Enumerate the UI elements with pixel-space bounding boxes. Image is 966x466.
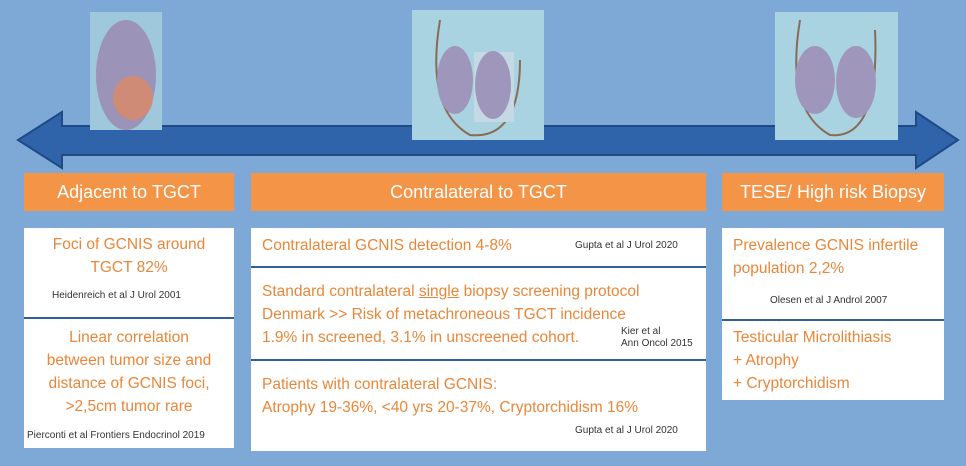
separator <box>251 266 706 268</box>
underlined-text: single <box>418 283 460 300</box>
separator <box>722 319 944 321</box>
finding: Standard contralateral single biopsy scr… <box>262 280 706 349</box>
citation: Kier et al Ann Oncol 2015 <box>621 326 693 350</box>
testis-image-left <box>90 12 162 130</box>
text-line: + Cryptorchidism <box>733 375 850 392</box>
citation: Olesen et al J Androl 2007 <box>770 295 888 306</box>
separator <box>251 359 706 361</box>
testis-image-middle <box>412 10 544 140</box>
text-line: between tumor size and <box>46 352 212 369</box>
text-line: Kier et al <box>621 326 661 337</box>
text-line: Denmark >> Risk of metachroneous TGCT in… <box>262 306 626 323</box>
citation: Heidenreich et al J Urol 2001 <box>52 290 181 301</box>
text-line: Standard contralateral single biopsy scr… <box>262 280 706 303</box>
column-header: TESE/ High risk Biopsy <box>722 173 944 211</box>
testis-image-right <box>775 12 898 140</box>
column-header: Contralateral to TGCT <box>251 173 706 211</box>
text-line: Contralateral GCNIS detection 4-8% <box>262 237 512 254</box>
text-line: Testicular Microlithiasis <box>733 329 892 346</box>
text-line: Linear correlation <box>69 329 189 346</box>
panel: Contralateral GCNIS detection 4-8% Gupta… <box>251 228 706 451</box>
text-line: Ann Oncol 2015 <box>621 338 693 349</box>
finding: Testicular Microlithiasis + Atrophy + Cr… <box>733 326 944 395</box>
text-line: Foci of GCNIS around <box>52 236 206 253</box>
panel: Foci of GCNIS around TGCT 82% Heidenreic… <box>24 228 234 448</box>
citation: Gupta et al J Urol 2020 <box>575 425 678 436</box>
text-line: population 2,2% <box>733 260 845 277</box>
finding: Patients with contralateral GCNIS: Atrop… <box>262 373 706 419</box>
text-line: Atrophy 19-36%, <40 yrs 20-37%, Cryptorc… <box>262 399 639 416</box>
finding: Linear correlation between tumor size an… <box>24 326 234 418</box>
text-line: Patients with contralateral GCNIS: <box>262 376 498 393</box>
separator <box>24 317 234 319</box>
column-header: Adjacent to TGCT <box>24 173 234 211</box>
citation: Pierconti et al Frontiers Endocrinol 201… <box>27 430 205 441</box>
text-line: Prevalence GCNIS infertile <box>733 237 919 254</box>
citation: Gupta et al J Urol 2020 <box>575 240 678 251</box>
panel: Prevalence GCNIS infertile population 2,… <box>722 228 944 400</box>
finding: Prevalence GCNIS infertile population 2,… <box>733 234 944 280</box>
text: biopsy screening protocol <box>459 283 640 300</box>
text-line: distance of GCNIS foci, <box>48 375 210 392</box>
text-line: 1.9% in screened, 3.1% in unscreened coh… <box>262 329 580 346</box>
finding: Foci of GCNIS around TGCT 82% <box>24 233 234 279</box>
text-line: >2,5cm tumor rare <box>65 398 193 415</box>
text-line: TGCT 82% <box>90 259 168 276</box>
finding: Contralateral GCNIS detection 4-8% <box>262 234 706 257</box>
text: Standard contralateral <box>262 283 419 300</box>
text-line: + Atrophy <box>733 352 799 369</box>
